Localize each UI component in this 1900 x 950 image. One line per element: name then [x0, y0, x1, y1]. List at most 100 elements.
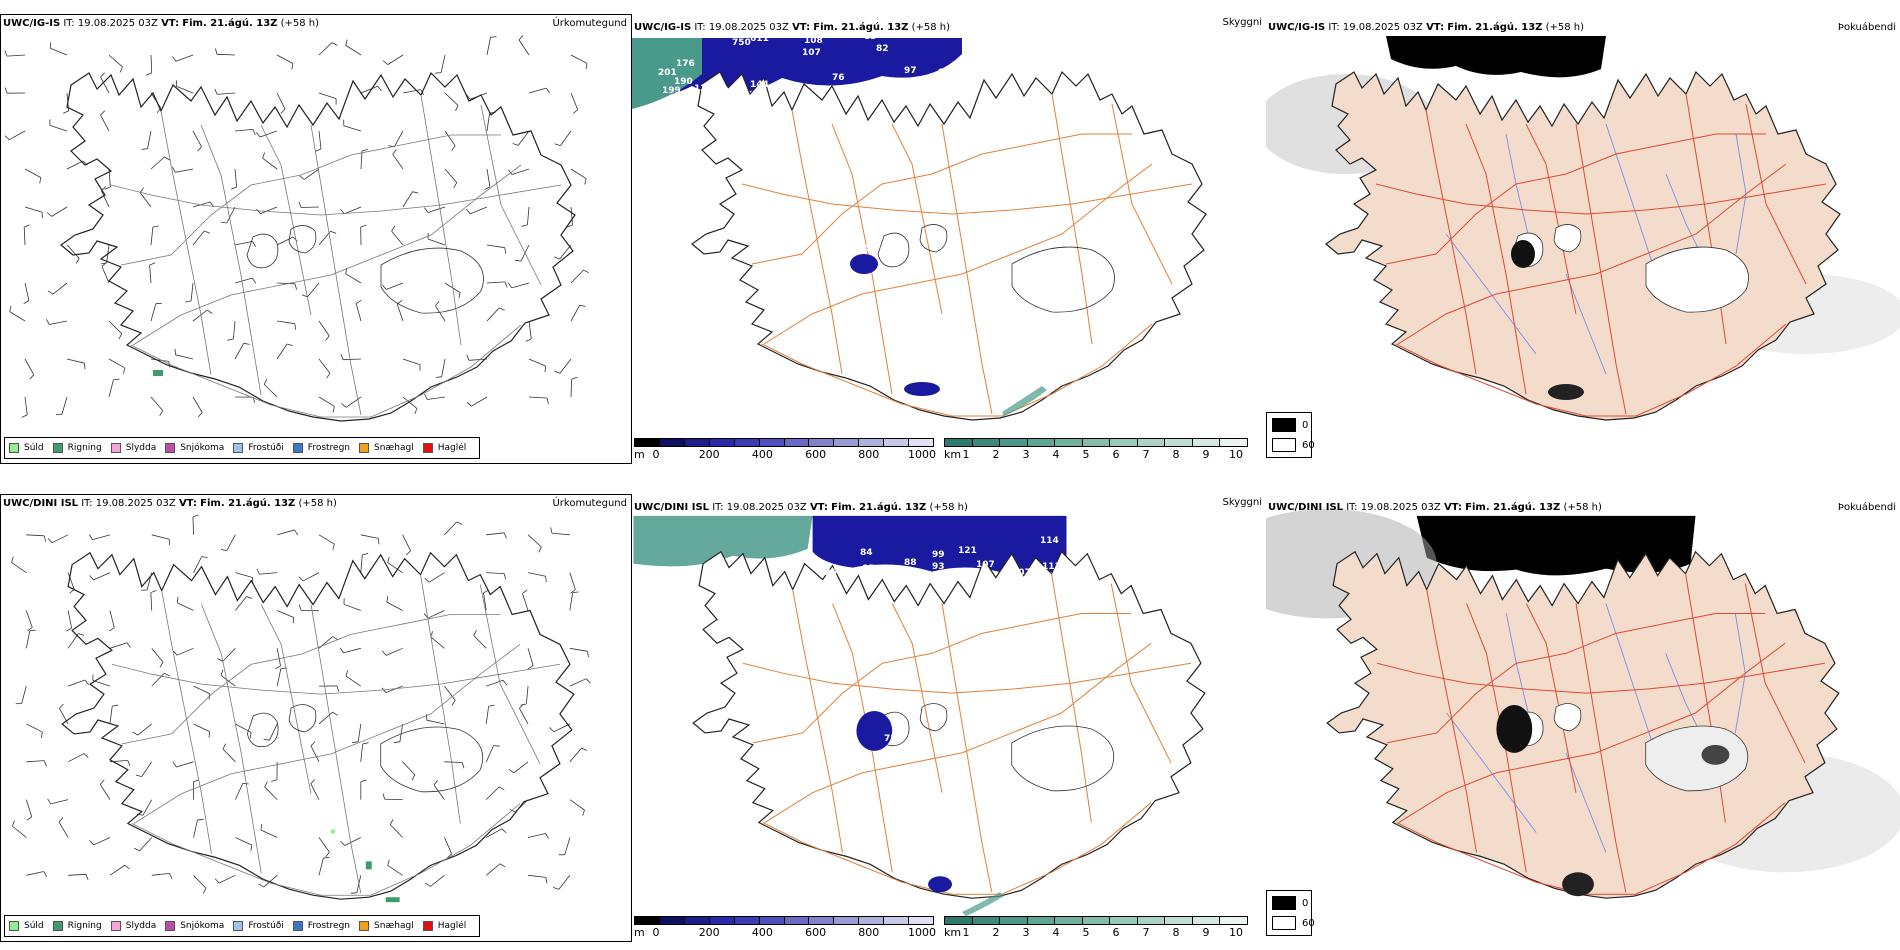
wind-barb-flag: [554, 370, 561, 374]
scale-tick-label: 2: [992, 926, 1000, 939]
panel-label: Úrkomutegund: [552, 18, 627, 29]
scale-tick-label: 1000: [908, 448, 936, 461]
wind-barb-flag: [169, 873, 173, 879]
wind-barb: [49, 125, 68, 132]
wind-barb: [24, 358, 35, 375]
glacier-outline: [288, 704, 317, 733]
wind-barb: [218, 874, 236, 884]
wind-barb-flag: [47, 538, 53, 543]
wind-barb: [92, 534, 111, 540]
wind-barb: [139, 192, 152, 208]
road-segment: [763, 163, 1153, 345]
wind-barb: [360, 534, 379, 539]
road-network: [741, 93, 1193, 417]
scale-tick-label: 200: [698, 448, 720, 461]
wind-barb: [108, 358, 125, 369]
wind-barb: [513, 761, 529, 774]
wind-barb-flag: [249, 732, 252, 739]
wind-barb-flag: [46, 212, 52, 217]
scale-tick-label: 7: [1142, 448, 1150, 461]
wind-barb: [58, 821, 69, 838]
wind-barb: [318, 92, 337, 99]
wind-barb-flag: [340, 840, 346, 846]
scale-color-step: [1110, 917, 1138, 924]
wind-barb: [569, 572, 576, 590]
wind-barb: [276, 668, 282, 687]
wind-barb: [343, 603, 361, 611]
wind-barb-flag: [243, 342, 250, 345]
wind-barb-flag: [4, 50, 8, 57]
wind-barb: [222, 748, 236, 763]
wind-barb-flag: [387, 556, 390, 563]
wind-barb: [234, 168, 237, 187]
cloud-patch: [856, 711, 893, 751]
wind-barb-flag: [41, 731, 43, 738]
wind-barb: [342, 358, 362, 361]
cloud-base-label: 75: [884, 734, 897, 744]
wind-barb: [386, 601, 403, 611]
wind-barb-flag: [298, 201, 302, 208]
wind-barb: [226, 206, 236, 224]
fog-legend-row: 0: [1272, 896, 1308, 910]
road-segment: [1111, 103, 1173, 285]
wind-barb-flag: [118, 333, 123, 340]
wind-barb-flag: [504, 247, 507, 254]
wind-barb: [558, 875, 571, 890]
wind-barb-flag: [150, 590, 157, 593]
wind-barb: [233, 320, 236, 339]
wind-barb: [6, 54, 26, 57]
wind-barb-flag: [326, 373, 331, 379]
wind-barb: [276, 320, 295, 325]
cloud-base-map: [633, 515, 1206, 917]
wind-barb-flag: [152, 225, 159, 228]
cloud-base-label: 190: [674, 77, 693, 87]
wind-barb-flag: [332, 711, 338, 716]
wind-barb: [345, 45, 362, 56]
cloud-base-label: 76: [832, 73, 845, 83]
cloud-base-scale: m 0 200 400 600 800 1000: [634, 916, 936, 939]
scale-color-step: [834, 439, 860, 446]
wind-barb: [234, 129, 253, 132]
cloud-patch: [850, 254, 878, 274]
wind-barb-flag: [587, 651, 589, 658]
wind-barb-flag: [39, 177, 42, 184]
wind-barb: [177, 602, 194, 611]
wind-barb: [50, 799, 69, 805]
fog-panel-ig: UWC/IG-IS IT: 19.08.2025 03Z VT: Fim. 21…: [1266, 14, 1900, 464]
wind-barb: [109, 864, 125, 876]
wind-barb-flag: [227, 338, 234, 341]
road-segment: [310, 124, 362, 416]
road-segment: [1395, 323, 1787, 417]
scale-color-step: [684, 439, 710, 446]
cloud-base-label: 199: [662, 86, 681, 96]
wind-barb: [262, 157, 278, 170]
wind-barb-flag: [271, 779, 278, 782]
wind-barb-flag: [520, 703, 527, 706]
wind-barb: [192, 230, 205, 246]
wind-barb-flag: [201, 556, 208, 558]
road-segment: [133, 644, 521, 824]
wind-barb-flag: [553, 256, 560, 260]
scale-color-step: [1000, 439, 1028, 446]
drizzle-patch: [330, 829, 335, 834]
wind-barb: [343, 125, 362, 132]
cloud-base-label: 750: [732, 38, 751, 48]
scale-color-step: [1082, 439, 1111, 446]
wind-barb-flag: [214, 878, 220, 884]
wind-barb: [569, 747, 582, 763]
cloud-base-label: 82: [876, 44, 889, 54]
wind-barb-flag: [549, 727, 555, 733]
wind-barb: [25, 630, 31, 649]
wind-barb-flag: [571, 377, 578, 380]
scale-tick-label: 200: [698, 926, 720, 939]
wind-barb: [193, 875, 207, 889]
wind-barb-flag: [545, 87, 551, 94]
wind-barb: [150, 54, 153, 74]
wind-barb: [277, 529, 295, 536]
rain-patch: [153, 370, 163, 376]
wind-barb-flag: [145, 72, 152, 76]
wind-barb-flag: [214, 88, 218, 95]
wind-barb: [318, 42, 333, 56]
wind-barb: [318, 857, 324, 876]
wind-barb-flag: [256, 132, 261, 138]
